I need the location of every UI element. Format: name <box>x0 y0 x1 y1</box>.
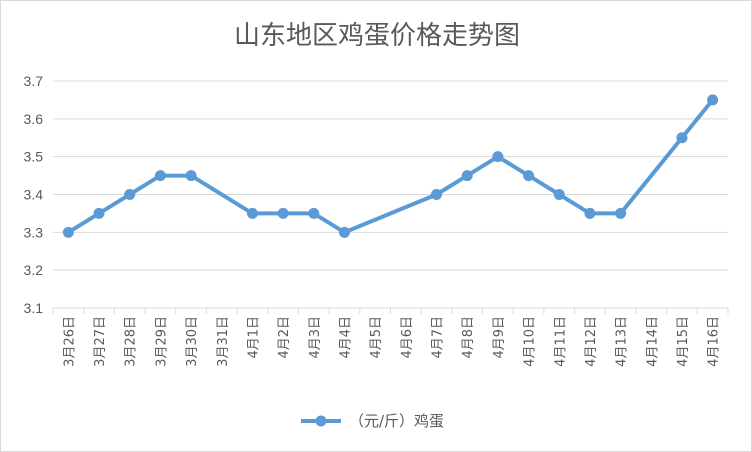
data-point <box>277 207 289 219</box>
x-tick-label: 3月31日 <box>216 316 231 367</box>
x-tick-label: 4月12日 <box>584 316 599 367</box>
x-tick-label: 3月26日 <box>62 316 77 367</box>
y-tick-label: 3.2 <box>24 262 44 278</box>
x-tick-label: 4月1日 <box>246 316 261 359</box>
data-point <box>154 170 166 182</box>
y-tick-label: 3.6 <box>24 111 44 127</box>
y-tick-label: 3.7 <box>24 73 44 89</box>
data-point <box>615 207 627 219</box>
x-tick-label: 3月30日 <box>185 316 200 367</box>
data-point <box>246 207 258 219</box>
x-tick-label: 4月13日 <box>615 316 630 367</box>
x-tick-label: 4月4日 <box>338 316 353 359</box>
x-tick-label: 4月15日 <box>676 316 691 367</box>
data-point <box>62 226 74 238</box>
legend-label: （元/斤）鸡蛋 <box>349 412 444 430</box>
x-tick-label: 4月5日 <box>369 316 384 359</box>
data-point <box>676 132 688 144</box>
x-tick-label: 4月10日 <box>523 316 538 367</box>
data-point <box>584 207 596 219</box>
data-point <box>185 170 197 182</box>
data-point <box>431 189 443 200</box>
data-point <box>492 151 504 163</box>
x-tick-label: 3月27日 <box>93 316 108 367</box>
y-tick-label: 3.5 <box>24 149 44 165</box>
data-point <box>124 189 136 200</box>
legend-marker <box>315 415 327 427</box>
x-tick-label: 4月8日 <box>461 316 476 359</box>
x-tick-label: 3月29日 <box>154 316 169 367</box>
y-tick-label: 3.1 <box>24 300 44 316</box>
x-tick-label: 4月7日 <box>431 316 446 359</box>
x-tick-label: 4月2日 <box>277 316 292 359</box>
data-point <box>523 170 535 182</box>
data-point <box>707 94 719 106</box>
data-point <box>308 207 320 219</box>
x-tick-label: 4月14日 <box>645 316 660 367</box>
data-point <box>553 189 565 200</box>
x-tick-label: 4月16日 <box>707 316 722 367</box>
x-tick-label: 4月9日 <box>492 316 507 359</box>
y-tick-label: 3.4 <box>24 187 44 203</box>
data-point <box>338 226 350 238</box>
y-tick-label: 3.3 <box>24 224 44 240</box>
x-tick-label: 3月28日 <box>124 316 139 367</box>
x-tick-label: 4月6日 <box>400 316 415 359</box>
chart-title: 山东地区鸡蛋价格走势图 <box>233 21 520 51</box>
x-tick-label: 4月11日 <box>553 316 568 367</box>
data-point <box>93 207 105 219</box>
data-point <box>461 170 473 182</box>
x-tick-label: 4月3日 <box>308 316 323 359</box>
